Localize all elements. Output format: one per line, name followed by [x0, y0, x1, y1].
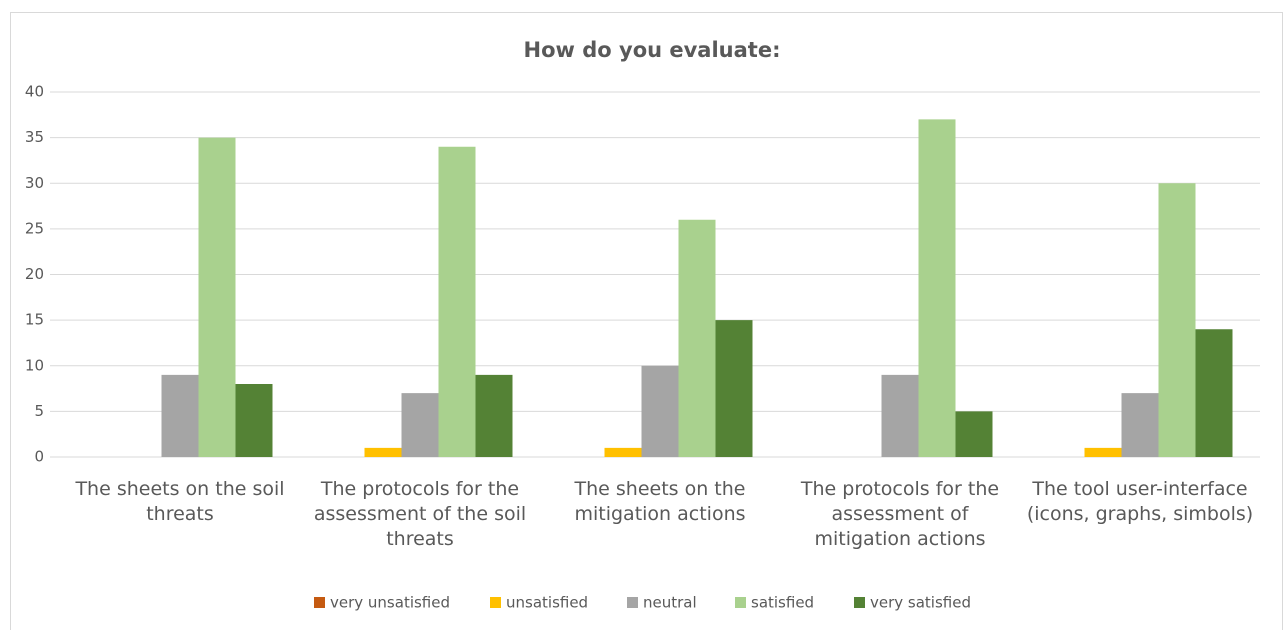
legend-label: satisfied	[751, 594, 814, 612]
y-tick-label: 5	[34, 402, 44, 420]
bar	[1084, 447, 1122, 457]
legend-swatch	[854, 597, 865, 608]
legend-label: neutral	[643, 594, 697, 612]
legend-swatch	[314, 597, 325, 608]
legend-swatch	[627, 597, 638, 608]
y-tick-label: 15	[25, 311, 44, 329]
legend-label: unsatisfied	[506, 594, 588, 612]
x-tick-label: The sheets on the mitigation actions	[574, 478, 746, 525]
y-tick-label: 35	[25, 128, 44, 146]
legend-swatch	[735, 597, 746, 608]
bar	[604, 447, 642, 457]
bar	[1121, 393, 1159, 457]
legend-label: very unsatisfied	[330, 594, 450, 612]
bar	[475, 374, 513, 457]
bar	[918, 119, 956, 457]
bar	[235, 384, 273, 457]
x-tick-label: The tool user-interface (icons, graphs, …	[1026, 478, 1254, 525]
y-tick-label: 10	[25, 356, 44, 374]
bar	[955, 411, 993, 457]
chart-title: How do you evaluate:	[524, 38, 781, 62]
bar	[198, 137, 236, 457]
y-tick-label: 20	[25, 265, 44, 283]
bar	[641, 365, 679, 457]
bar	[881, 374, 919, 457]
legend-label: very satisfied	[870, 594, 971, 612]
x-tick-label: The protocols for the assessment of the …	[313, 478, 527, 550]
legend-swatch	[490, 597, 501, 608]
bar	[401, 393, 439, 457]
y-tick-label: 40	[25, 83, 44, 101]
bar	[438, 146, 476, 457]
y-tick-label: 0	[34, 448, 44, 466]
bar	[678, 219, 716, 457]
bar	[1158, 183, 1196, 457]
bar	[1195, 329, 1233, 457]
bar	[161, 374, 199, 457]
bar	[364, 447, 402, 457]
y-tick-label: 30	[25, 174, 44, 192]
x-tick-label: The sheets on the soil threats	[75, 478, 285, 525]
bar	[715, 320, 753, 457]
x-tick-label: The protocols for the assessment of miti…	[800, 478, 1000, 550]
y-tick-label: 25	[25, 219, 44, 237]
